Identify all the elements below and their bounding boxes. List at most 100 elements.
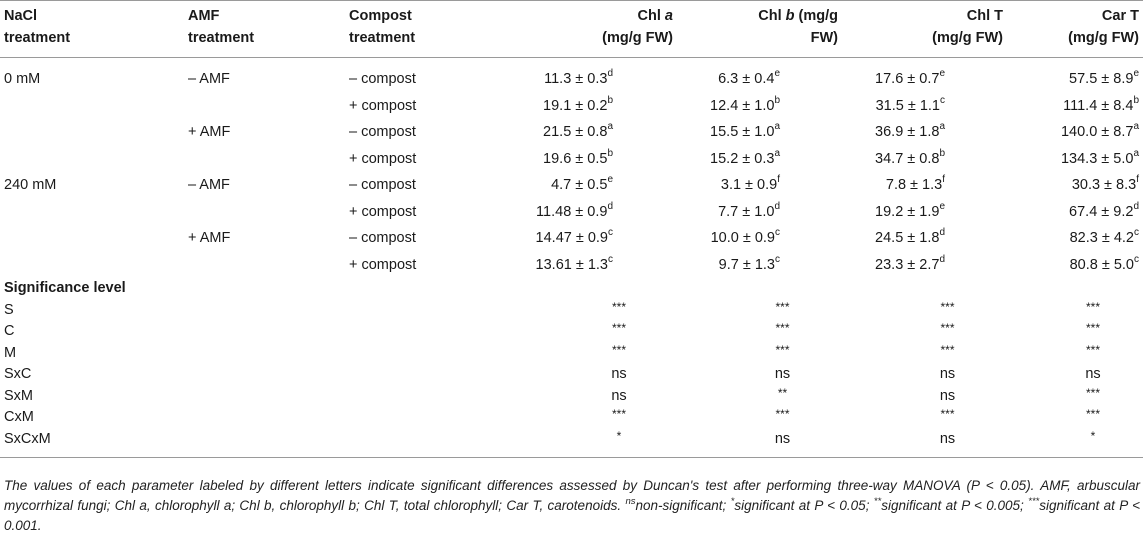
cell-cart: 67.4 ± 9.2d: [1069, 200, 1139, 220]
significance-chla: ***: [611, 342, 626, 357]
table-header: NaCl treatment AMF treatment Compost treatm…: [0, 0, 1143, 58]
cell-nacl: [0, 119, 170, 146]
significance-chlt: ns: [939, 366, 956, 383]
table-row: + AMF – compost 21.5 ± 0.8a 15.5 ± 1.0a 36.9…: [0, 119, 1143, 146]
significance-chla: ns: [611, 387, 627, 404]
cell-chlb: 9.7 ± 1.3c: [718, 253, 780, 273]
cell-chla: 14.47 ± 0.9c: [535, 227, 613, 247]
significance-row: M *** *** *** ***: [0, 343, 1143, 365]
cell-amf: – AMF: [188, 71, 230, 88]
table-row: + compost 11.48 ± 0.9d 7.7 ± 1.0d 19.2 ± 1.…: [0, 199, 1143, 226]
significance-chlt: ***: [940, 342, 955, 357]
cell-compost: + compost: [349, 203, 417, 220]
cell-cart: 82.3 ± 4.2c: [1069, 227, 1139, 247]
cell-chlb: 10.0 ± 0.9c: [710, 227, 780, 247]
significance-body: Significance level S *** *** *** *** C *** *** *…: [0, 278, 1143, 458]
table-row: 0 mM – AMF – compost 11.3 ± 0.3d 6.3 ± 0.4e 1…: [0, 66, 1143, 93]
significance-chlb: ***: [775, 299, 790, 314]
significance-chlb: ns: [677, 428, 842, 458]
cell-nacl: 240 mM: [4, 177, 57, 194]
cell-chlb: 12.4 ± 1.0b: [710, 94, 780, 114]
significance-row: C *** *** *** ***: [0, 321, 1143, 343]
header-amf: AMF treatment: [170, 0, 345, 58]
significance-label: C: [4, 323, 15, 340]
table-row: + compost 19.1 ± 0.2b 12.4 ± 1.0b 31.5 ± 1.…: [0, 93, 1143, 120]
cell-cart: 30.3 ± 8.3f: [1071, 174, 1139, 194]
cell-cart: 140.0 ± 8.7a: [1060, 121, 1139, 141]
cell-amf: [170, 252, 345, 279]
cell-compost: – compost: [349, 177, 416, 194]
cell-chlt: 19.2 ± 1.9e: [875, 200, 945, 220]
cell-compost: + compost: [349, 150, 417, 167]
header-nacl: NaCl treatment: [0, 0, 170, 58]
significance-chlb: ns: [774, 366, 791, 383]
header-chla: Chl a (mg/g FW): [505, 0, 677, 58]
header-chlt: Chl T (mg/g FW): [842, 0, 1007, 58]
cell-chlb: 15.5 ± 1.0a: [710, 121, 780, 141]
significance-chla: ***: [611, 321, 626, 336]
table-row: + compost 19.6 ± 0.5b 15.2 ± 0.3a 34.7 ± 0.…: [0, 146, 1143, 173]
significance-label: SxM: [4, 387, 33, 404]
cell-cart: 80.8 ± 5.0c: [1069, 253, 1139, 273]
cell-cart: 111.4 ± 8.4b: [1063, 94, 1139, 114]
header-compost: Compost treatment: [345, 0, 505, 58]
significance-chlt: ***: [940, 321, 955, 336]
cell-amf: + AMF: [188, 124, 231, 141]
significance-row: SxC ns ns ns ns: [0, 364, 1143, 386]
cell-chla: 19.1 ± 0.2b: [543, 94, 613, 114]
cell-chlt: 34.7 ± 0.8b: [875, 147, 945, 167]
cell-amf: + AMF: [188, 230, 231, 247]
table-body: 0 mM – AMF – compost 11.3 ± 0.3d 6.3 ± 0.4e 1…: [0, 58, 1143, 279]
cell-chlt: 31.5 ± 1.1c: [875, 94, 945, 114]
significance-label: SxC: [4, 366, 32, 383]
table-row: + AMF – compost 14.47 ± 0.9c 10.0 ± 0.9c 24.…: [0, 225, 1143, 252]
significance-chlt: ***: [940, 407, 955, 422]
cell-chlt: 17.6 ± 0.7e: [875, 68, 945, 88]
significance-cart: ***: [1085, 321, 1100, 336]
cell-compost: + compost: [349, 97, 417, 114]
cell-chlb: 7.7 ± 1.0d: [718, 200, 780, 220]
significance-chla: *: [505, 428, 677, 458]
cell-chlb: 3.1 ± 0.9f: [720, 174, 780, 194]
cell-nacl: [0, 199, 170, 226]
cell-chla: 21.5 ± 0.8a: [543, 121, 613, 141]
significance-chlb: ***: [775, 321, 790, 336]
cell-chlt: 24.5 ± 1.8d: [875, 227, 945, 247]
cell-cart: 134.3 ± 5.0a: [1060, 147, 1139, 167]
cell-chlt: 7.8 ± 1.3f: [885, 174, 945, 194]
table-container: NaCl treatment AMF treatment Compost treatm…: [0, 0, 1143, 458]
cell-cart: 57.5 ± 8.9e: [1069, 68, 1139, 88]
cell-chla: 13.61 ± 1.3c: [535, 253, 613, 273]
header-chlb: Chl b (mg/g FW): [677, 0, 842, 58]
table-footnote: The values of each parameter labeled by …: [4, 478, 1140, 533]
cell-chla: 19.6 ± 0.5b: [543, 147, 613, 167]
cell-amf: [170, 199, 345, 226]
significance-chlb: ***: [775, 342, 790, 357]
significance-cart: ns: [1085, 366, 1101, 383]
significance-label: S: [4, 301, 14, 318]
cell-compost: + compost: [349, 256, 417, 273]
significance-label: SxCxM: [0, 428, 505, 458]
significance-title: Significance level: [4, 280, 126, 297]
cell-compost: – compost: [349, 71, 416, 88]
significance-cart: ***: [1085, 385, 1100, 400]
significance-chlt: ns: [842, 428, 1007, 458]
cell-chlb: 15.2 ± 0.3a: [710, 147, 780, 167]
table-row: + compost 13.61 ± 1.3c 9.7 ± 1.3c 23.3 ± 2.…: [0, 252, 1143, 279]
cell-compost: – compost: [349, 230, 416, 247]
significance-chlt: ***: [940, 299, 955, 314]
cell-amf: [170, 146, 345, 173]
cell-nacl: [0, 93, 170, 120]
cell-compost: – compost: [349, 124, 416, 141]
significance-chla: ns: [611, 366, 627, 383]
cell-chla: 11.48 ± 0.9d: [536, 200, 613, 220]
cell-chlt: 23.3 ± 2.7d: [875, 253, 945, 273]
cell-chla: 11.3 ± 0.3d: [544, 68, 613, 88]
cell-nacl: [0, 146, 170, 173]
header-cart: Car T (mg/g FW): [1007, 0, 1143, 58]
significance-cart: ***: [1085, 299, 1100, 314]
significance-row: SxM ns ** ns ***: [0, 386, 1143, 408]
significance-cart: ***: [1085, 342, 1100, 357]
cell-nacl: 0 mM: [4, 71, 41, 88]
cell-chla: 4.7 ± 0.5e: [551, 174, 613, 194]
